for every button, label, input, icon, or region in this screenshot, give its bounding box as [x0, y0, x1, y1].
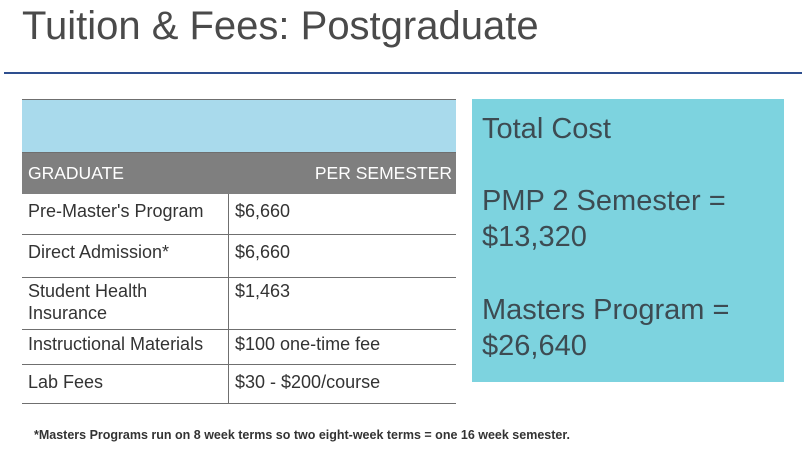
fee-value: $6,660 — [235, 242, 291, 262]
fee-label: Direct Admission* — [22, 235, 229, 277]
fee-value: $30 - $200/course — [235, 372, 381, 392]
masters-total-label: Masters Program = — [482, 294, 730, 326]
header-per-semester: PER SEMESTER — [314, 163, 452, 183]
footnote: *Masters Programs run on 8 week terms so… — [34, 428, 570, 442]
fee-label: Student Health Insurance — [22, 278, 229, 329]
total-cost-heading: Total Cost — [482, 113, 611, 145]
fee-label: Lab Fees — [22, 365, 229, 403]
table-row: Pre-Master's Program $6,660 — [22, 194, 456, 234]
pmp-total-amount: $13,320 — [482, 221, 587, 253]
table-body: Pre-Master's Program $6,660 Direct Admis… — [22, 194, 456, 403]
header-graduate: GRADUATE — [28, 163, 124, 183]
masters-total-amount: $26,640 — [482, 330, 587, 362]
table-header: GRADUATE PER SEMESTER — [22, 153, 456, 194]
total-cost-panel: Total Cost PMP 2 Semester = $13,320 Mast… — [472, 99, 784, 382]
fee-value: $6,660 — [235, 201, 291, 221]
table-row: Instructional Materials $100 one-time fe… — [22, 329, 456, 364]
table-row: Student Health Insurance $1,463 — [22, 277, 456, 329]
pmp-total-label: PMP 2 Semester = — [482, 185, 726, 217]
table-row: Lab Fees $30 - $200/course — [22, 364, 456, 403]
page-title: Tuition & Fees: Postgraduate — [22, 4, 539, 48]
fee-label: Pre-Master's Program — [22, 194, 229, 234]
fee-table: GRADUATE PER SEMESTER Pre-Master's Progr… — [22, 99, 456, 404]
masters-total: Masters Program = $26,640 — [482, 292, 774, 364]
title-divider — [4, 72, 802, 74]
fee-value: $100 one-time fee — [235, 334, 381, 354]
fee-value: $1,463 — [235, 281, 291, 301]
table-banner — [22, 100, 456, 153]
pmp-total: PMP 2 Semester = $13,320 — [482, 183, 774, 255]
table-row: Direct Admission* $6,660 — [22, 234, 456, 277]
fee-label: Instructional Materials — [22, 330, 229, 364]
